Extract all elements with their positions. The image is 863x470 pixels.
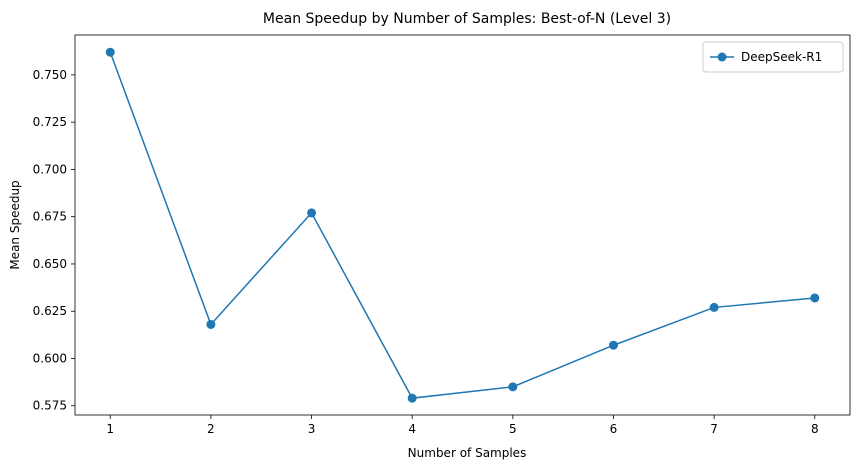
x-tick-label: 1 xyxy=(106,422,114,436)
legend-marker-swatch xyxy=(717,52,727,62)
series-layer xyxy=(105,47,820,403)
y-tick-label: 0.575 xyxy=(33,399,67,413)
x-axis: 1 2 3 4 5 6 7 8 xyxy=(106,415,819,436)
legend-box xyxy=(702,41,844,73)
legend: DeepSeek-R1 xyxy=(702,41,844,73)
chart-title: Mean Speedup by Number of Samples: Best-… xyxy=(263,11,671,27)
data-point xyxy=(407,393,417,403)
data-point xyxy=(307,208,317,218)
y-tick-label: 0.750 xyxy=(33,68,67,82)
y-tick-label: 0.700 xyxy=(33,162,67,176)
legend-entry-label: DeepSeek-R1 xyxy=(741,50,822,64)
x-tick-label: 5 xyxy=(509,422,517,436)
y-tick-label: 0.650 xyxy=(33,257,67,271)
y-tick-label: 0.600 xyxy=(33,351,67,365)
y-tick-label: 0.725 xyxy=(33,115,67,129)
x-tick-label: 6 xyxy=(610,422,618,436)
x-tick-label: 3 xyxy=(308,422,316,436)
y-axis: 0.575 0.600 0.625 0.650 0.675 0.700 0.725 0.750 xyxy=(33,68,75,413)
y-tick-label: 0.675 xyxy=(33,210,67,224)
data-point xyxy=(105,47,115,57)
data-point xyxy=(810,293,820,303)
x-axis-label: Number of Samples xyxy=(408,446,527,460)
x-tick-label: 4 xyxy=(408,422,416,436)
data-point xyxy=(608,340,618,350)
data-point xyxy=(508,382,518,392)
y-tick-label: 0.625 xyxy=(33,304,67,318)
series-line xyxy=(109,51,815,399)
plot-area xyxy=(74,34,851,416)
x-tick-label: 7 xyxy=(710,422,718,436)
data-point xyxy=(709,302,719,312)
x-tick-label: 8 xyxy=(811,422,819,436)
x-tick-label: 2 xyxy=(207,422,215,436)
data-point xyxy=(206,319,216,329)
y-axis-label: Mean Speedup xyxy=(8,180,22,269)
